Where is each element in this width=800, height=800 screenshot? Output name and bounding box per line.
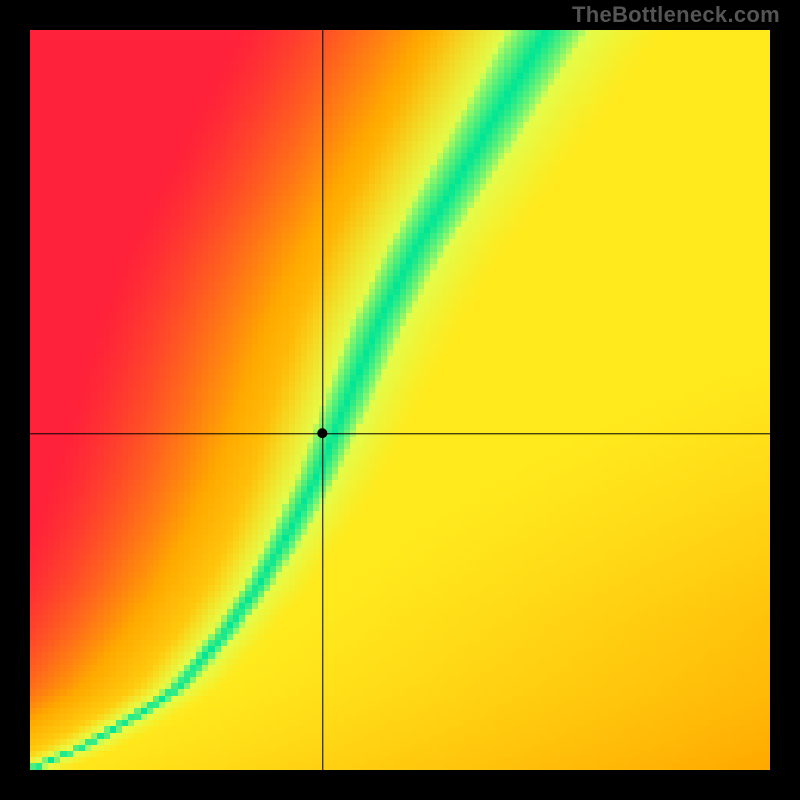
- chart-container: TheBottleneck.com: [0, 0, 800, 800]
- watermark-label: TheBottleneck.com: [572, 2, 780, 28]
- heatmap-canvas: [30, 30, 770, 770]
- plot-area: [30, 30, 770, 770]
